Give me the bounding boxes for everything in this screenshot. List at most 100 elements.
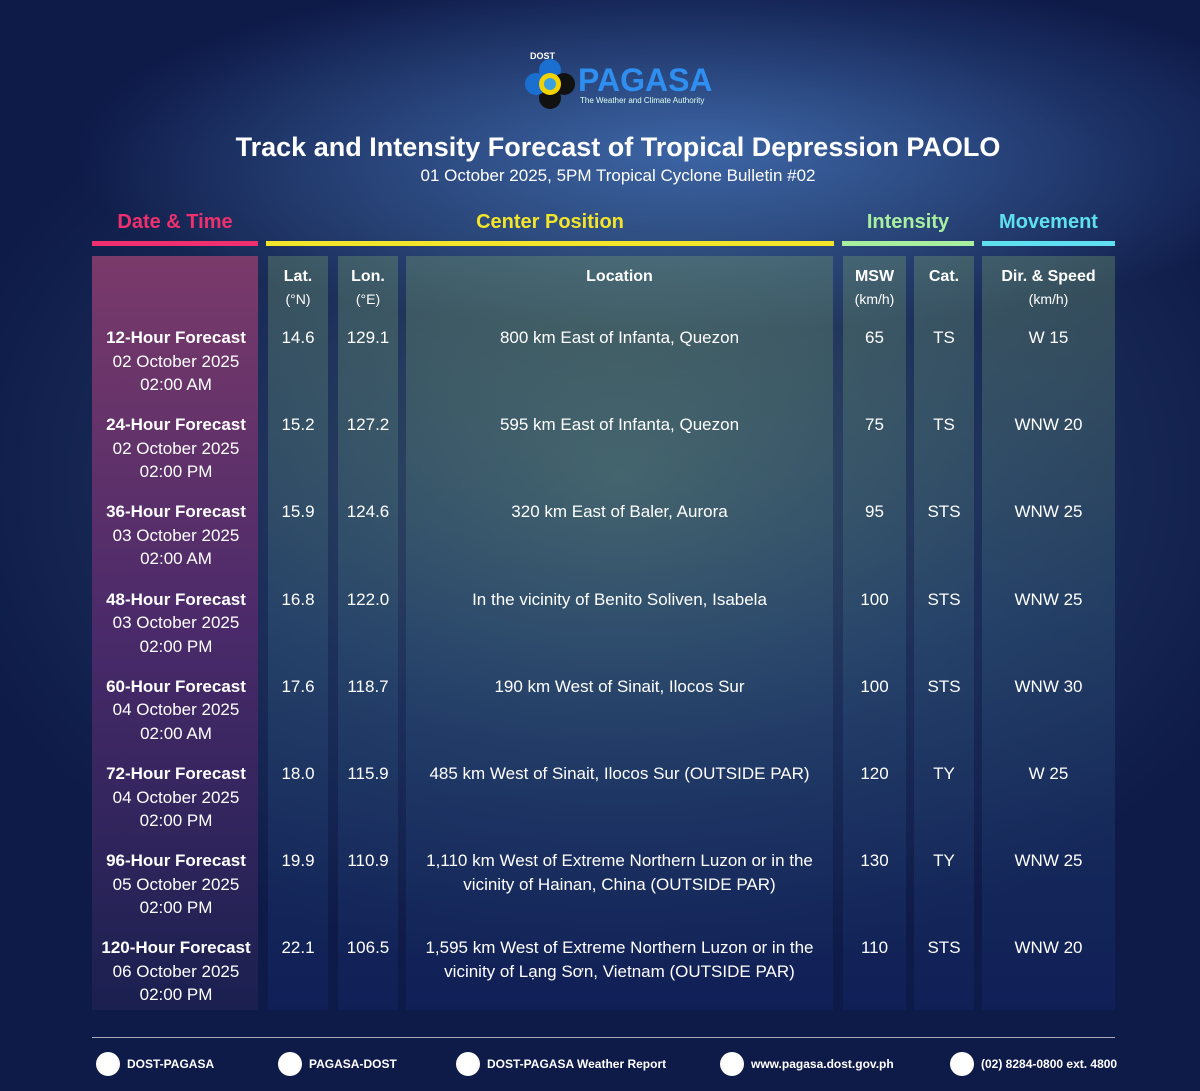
group-header: Date & Time — [117, 211, 233, 233]
cell-movement: WNW 30 — [1014, 676, 1083, 696]
logo-top: DOST — [530, 51, 556, 61]
forecast-label: 48-Hour Forecast — [106, 589, 246, 609]
logo-tagline: The Weather and Climate Authority — [580, 96, 705, 105]
cell-lon: 127.2 — [346, 415, 390, 435]
subtitle: 01 October 2025, 5PM Tropical Cyclone Bu… — [420, 166, 816, 185]
forecast-date: 04 October 2025 — [112, 787, 240, 807]
footer-text: (02) 8284-0800 ext. 4800 — [981, 1057, 1118, 1071]
cell-movement: W 15 — [1028, 328, 1069, 347]
cell-location: 485 km West of Sinait, Ilocos Sur (OUTSI… — [429, 764, 810, 783]
cell-cat: TY — [933, 851, 955, 871]
cell-msw: 100 — [860, 589, 889, 609]
column-header: Lat. (°N) — [268, 268, 328, 308]
forecast-label: 24-Hour Forecast — [106, 415, 246, 435]
cell-movement: WNW 25 — [1014, 851, 1083, 871]
cell-lat: 18.0 — [281, 764, 315, 783]
footer-icon — [278, 1052, 302, 1076]
cell-location: 1,110 km West of Extreme Northern Luzon … — [426, 851, 813, 894]
forecast-date: 03 October 2025 — [112, 613, 240, 633]
cell-movement: WNW 20 — [1014, 938, 1083, 958]
logo-name: PAGASA — [578, 62, 713, 98]
forecast-date: 02 October 2025 — [112, 438, 240, 458]
footer-text: DOST-PAGASA — [127, 1057, 215, 1071]
group-header: Intensity — [866, 211, 950, 233]
column-unit: (°N) — [285, 291, 311, 307]
cell-cat: STS — [927, 502, 961, 522]
cell-lon: 106.5 — [346, 938, 390, 958]
cell-cat: TY — [933, 764, 955, 783]
group-bar — [92, 241, 258, 246]
footer-text: DOST-PAGASA Weather Report — [487, 1057, 667, 1071]
cell-lon: 110.9 — [347, 851, 389, 871]
forecast-label: 72-Hour Forecast — [106, 764, 246, 783]
forecast-date: 03 October 2025 — [112, 525, 240, 545]
group-header: Movement — [999, 211, 1098, 233]
cell-lat: 16.8 — [281, 589, 315, 609]
cell-lat: 22.1 — [281, 938, 315, 958]
group-bar — [842, 241, 974, 246]
column-background — [338, 256, 398, 1010]
cell-movement: WNW 25 — [1014, 502, 1083, 522]
cell-lon: 115.9 — [347, 764, 389, 783]
footer-text: PAGASA-DOST — [309, 1057, 397, 1071]
group-header: Center Position — [476, 211, 624, 233]
column-background — [92, 256, 258, 1010]
cell-lon: 129.1 — [346, 328, 390, 347]
column-background — [268, 256, 328, 1010]
cell-cat: STS — [927, 938, 961, 958]
forecast-label: 96-Hour Forecast — [106, 851, 246, 871]
cell-cat: STS — [927, 589, 961, 609]
cell-movement: WNW 25 — [1014, 589, 1083, 609]
cell-msw: 110 — [860, 938, 889, 958]
forecast-label: 12-Hour Forecast — [106, 328, 246, 347]
cell-lon: 122.0 — [346, 589, 390, 609]
cell-location: 320 km East of Baler, Aurora — [511, 502, 728, 522]
column-header: Lon. (°E) — [338, 268, 398, 308]
cell-location: 1,595 km West of Extreme Northern Luzon … — [425, 938, 814, 981]
forecast-time: 02:00 PM — [139, 462, 213, 482]
cell-cat: TS — [933, 328, 955, 347]
cell-location: 190 km West of Sinait, Ilocos Sur — [494, 676, 745, 696]
cell-msw: 95 — [865, 502, 884, 522]
forecast-label: 120-Hour Forecast — [101, 938, 251, 958]
footer-icon — [456, 1052, 480, 1076]
forecast-time: 02:00 AM — [140, 549, 212, 569]
column-background — [406, 256, 833, 1010]
cell-movement: WNW 20 — [1014, 415, 1083, 435]
title: Track and Intensity Forecast of Tropical… — [235, 132, 1001, 162]
column-name: Lon. — [351, 268, 385, 285]
forecast-label: 60-Hour Forecast — [106, 676, 246, 696]
cell-cat: STS — [927, 676, 961, 696]
cell-lon: 124.6 — [346, 502, 390, 522]
cell-msw: 130 — [860, 851, 889, 871]
cell-lat: 15.9 — [281, 502, 315, 522]
cell-lat: 19.9 — [281, 851, 315, 871]
column-name: Dir. & Speed — [1001, 268, 1096, 285]
cell-msw: 75 — [865, 415, 884, 435]
column-name: Location — [586, 268, 653, 285]
column-header: Dir. & Speed (km/h) — [982, 268, 1115, 308]
column-unit: (km/h) — [854, 291, 895, 307]
column-background — [843, 256, 906, 1010]
footer-icon — [950, 1052, 974, 1076]
column-header: Location — [406, 268, 833, 286]
forecast-label: 36-Hour Forecast — [106, 502, 246, 522]
column-unit: (°E) — [355, 291, 381, 307]
forecast-time: 02:00 AM — [140, 723, 212, 743]
cell-msw: 65 — [865, 328, 884, 347]
footer-rule — [92, 1037, 1115, 1038]
column-background — [982, 256, 1115, 1010]
column-name: Lat. — [283, 268, 313, 285]
cell-lat: 15.2 — [281, 415, 315, 435]
forecast-time: 02:00 PM — [139, 898, 213, 918]
footer-icon — [720, 1052, 744, 1076]
forecast-date: 02 October 2025 — [112, 351, 240, 371]
column-name: Cat. — [928, 268, 960, 285]
cell-location: 595 km East of Infanta, Quezon — [499, 415, 740, 435]
column-header: MSW (km/h) — [843, 268, 906, 308]
forecast-time: 02:00 PM — [139, 636, 213, 656]
forecast-time: 02:00 AM — [140, 375, 212, 394]
group-bar — [266, 241, 834, 246]
cell-msw: 120 — [860, 764, 889, 783]
